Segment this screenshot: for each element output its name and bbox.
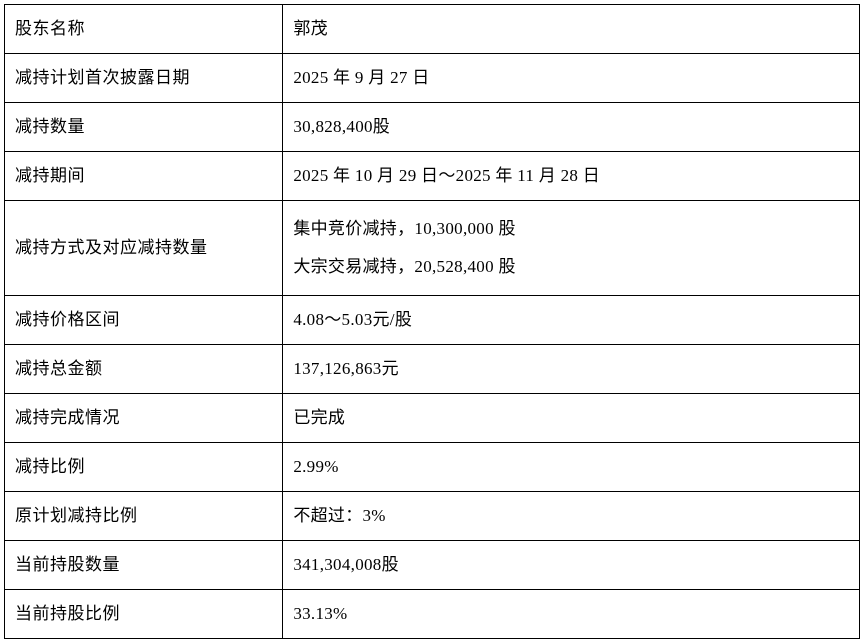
row-label-text: 股东名称 — [15, 18, 85, 38]
row-label-completion-status: 减持完成情况 — [3, 393, 284, 443]
table-body: 股东名称 郭茂 减持计划首次披露日期 2025 年 9 月 27 日 减持数量 … — [3, 4, 860, 639]
row-value-text: 2025 年 9 月 27 日 — [293, 67, 430, 87]
row-label-reduction-ratio: 减持比例 — [3, 442, 284, 492]
row-value-text: 4.08～5.03元/股 — [293, 309, 413, 329]
table-row: 当前持股数量 341,304,008股 — [3, 540, 860, 590]
row-value-text: 33.13% — [293, 603, 348, 623]
row-value-text: 2025 年 10 月 29 日～2025 年 11 月 28 日 — [293, 165, 601, 185]
shareholder-reduction-table: 股东名称 郭茂 减持计划首次披露日期 2025 年 9 月 27 日 减持数量 … — [3, 4, 860, 639]
row-value-current-holding-quantity: 341,304,008股 — [282, 540, 860, 590]
row-value-text: 30,828,400股 — [293, 116, 391, 136]
row-value-current-holding-ratio: 33.13% — [282, 589, 860, 639]
table-row: 减持方式及对应减持数量 集中竞价减持，10,300,000 股 大宗交易减持，2… — [3, 200, 860, 296]
row-label-price-range: 减持价格区间 — [3, 295, 284, 345]
row-label-reduction-method: 减持方式及对应减持数量 — [3, 200, 284, 296]
row-value-text: 137,126,863元 — [293, 358, 399, 378]
table-row: 股东名称 郭茂 — [3, 4, 860, 54]
row-label-text: 原计划减持比例 — [15, 505, 138, 525]
row-label-text: 减持完成情况 — [15, 407, 120, 427]
table-row: 原计划减持比例 不超过：3% — [3, 491, 860, 541]
table-row: 减持期间 2025 年 10 月 29 日～2025 年 11 月 28 日 — [3, 151, 860, 201]
row-label-text: 减持方式及对应减持数量 — [15, 237, 208, 257]
row-label-first-disclosure-date: 减持计划首次披露日期 — [3, 53, 284, 103]
row-label-current-holding-ratio: 当前持股比例 — [3, 589, 284, 639]
row-value-text: 不超过：3% — [293, 505, 386, 525]
row-label-reduction-period: 减持期间 — [3, 151, 284, 201]
row-label-text: 减持计划首次披露日期 — [15, 67, 190, 87]
row-value-text: 郭茂 — [293, 18, 328, 38]
row-value-text: 已完成 — [293, 407, 346, 427]
row-value-reduction-period: 2025 年 10 月 29 日～2025 年 11 月 28 日 — [282, 151, 860, 201]
table-row: 减持数量 30,828,400股 — [3, 102, 860, 152]
row-label-text: 当前持股比例 — [15, 603, 120, 623]
row-label-text: 当前持股数量 — [15, 554, 120, 574]
row-label-text: 减持价格区间 — [15, 309, 120, 329]
row-value-first-disclosure-date: 2025 年 9 月 27 日 — [282, 53, 860, 103]
row-label-total-amount: 减持总金额 — [3, 344, 284, 394]
row-value-text: 2.99% — [293, 456, 339, 476]
row-value-planned-ratio: 不超过：3% — [282, 491, 860, 541]
table-row: 减持比例 2.99% — [3, 442, 860, 492]
table-row: 减持总金额 137,126,863元 — [3, 344, 860, 394]
row-value-text-line-1: 集中竞价减持，10,300,000 股 — [293, 218, 516, 238]
row-label-text: 减持总金额 — [15, 358, 103, 378]
table-row: 当前持股比例 33.13% — [3, 589, 860, 639]
row-value-reduction-method: 集中竞价减持，10,300,000 股 大宗交易减持，20,528,400 股 — [282, 200, 860, 296]
row-value-price-range: 4.08～5.03元/股 — [282, 295, 860, 345]
row-value-text: 341,304,008股 — [293, 554, 399, 574]
row-label-text: 减持比例 — [15, 456, 85, 476]
table-row: 减持价格区间 4.08～5.03元/股 — [3, 295, 860, 345]
table-row: 减持计划首次披露日期 2025 年 9 月 27 日 — [3, 53, 860, 103]
row-value-text-line-2: 大宗交易减持，20,528,400 股 — [293, 257, 516, 276]
row-label-reduction-quantity: 减持数量 — [3, 102, 284, 152]
row-label-current-holding-quantity: 当前持股数量 — [3, 540, 284, 590]
row-value-reduction-quantity: 30,828,400股 — [282, 102, 860, 152]
row-label-text: 减持期间 — [15, 165, 85, 185]
row-value-completion-status: 已完成 — [282, 393, 860, 443]
row-value-reduction-ratio: 2.99% — [282, 442, 860, 492]
row-label-shareholder-name: 股东名称 — [3, 4, 284, 54]
row-value-shareholder-name: 郭茂 — [282, 4, 860, 54]
row-label-planned-ratio: 原计划减持比例 — [3, 491, 284, 541]
row-label-text: 减持数量 — [15, 116, 85, 136]
row-value-total-amount: 137,126,863元 — [282, 344, 860, 394]
table-row: 减持完成情况 已完成 — [3, 393, 860, 443]
